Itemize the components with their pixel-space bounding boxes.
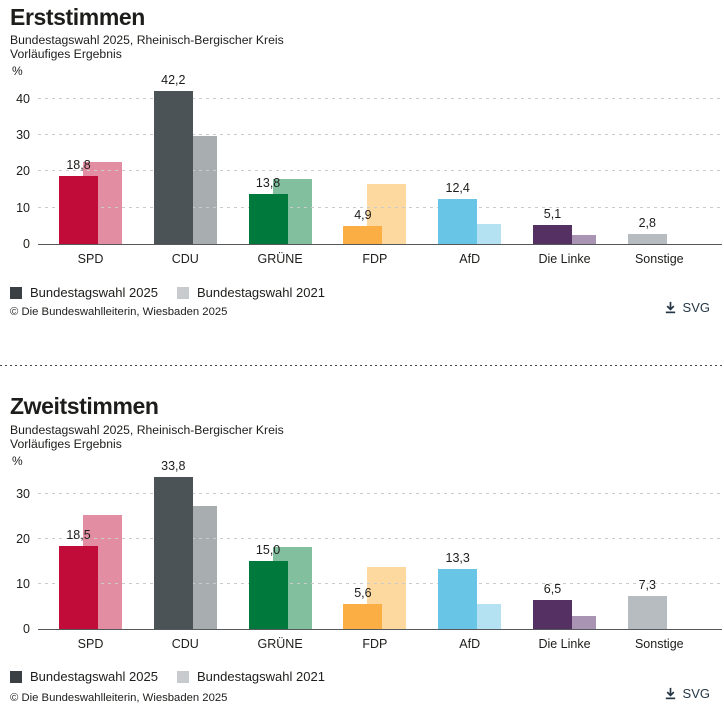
x-axis-label-grüne: GRÜNE [257,637,303,651]
x-axis-label-spd: SPD [77,252,104,266]
plot-area: 0 10 20 30 18,5 SPD 33,8 CDU 15,0 GRÜNE 5,6 FDP 13,3… [16,459,722,651]
bar-2025-grüne[interactable] [248,561,288,629]
bar-value-label: 13,3 [445,551,470,566]
gridline [38,133,722,135]
source-credit: © Die Bundeswahlleiterin, Wiesbaden 2025 [10,692,228,704]
legend-label-2025: Bundestagswahl 2025 [30,669,158,684]
bar-value-label: 4,9 [354,208,372,223]
legend-label-2021: Bundestagswahl 2021 [197,669,325,684]
legend-swatch-2021 [177,286,189,299]
y-tick-label: 0 [23,622,30,636]
x-axis-label-sonstige: Sonstige [634,637,684,651]
x-axis-label-afd: AfD [459,637,481,651]
legend-label-2025: Bundestagswahl 2025 [30,285,158,300]
bar-value-label: 6,5 [543,581,562,596]
chart-subtitle: Bundestagswahl 2025, Rheinisch-Bergische… [10,33,284,47]
y-tick-label: 10 [16,576,30,591]
chart-title: Erststimmen [10,4,145,30]
y-axis-unit-label: % [12,64,23,78]
bar-2025-die-linke[interactable] [533,599,572,629]
y-tick-label: 20 [16,164,30,179]
bar-value-label: 33,8 [161,458,186,473]
bar-value-label: 18,5 [66,527,91,542]
legend-swatch-2021 [177,670,189,683]
gridline [38,582,722,584]
bar-value-label: 2,8 [638,215,656,230]
y-tick-label: 30 [16,127,30,142]
gridline [38,170,722,172]
bar-value-label: 42,2 [161,72,186,87]
bar-2025-fdp[interactable] [343,226,383,244]
bar-2025-fdp[interactable] [343,603,383,629]
chart-status: Vorläufiges Ergebnis [10,47,122,61]
bar-value-label: 18,8 [66,157,91,172]
bar-value-label: 15,0 [255,543,281,558]
x-axis-label-afd: AfD [459,252,481,266]
bar-2025-sonstige[interactable] [627,233,667,244]
gridline [38,97,722,99]
bar-value-label: 5,1 [543,207,562,222]
chart-subtitle: Bundestagswahl 2025, Rheinisch-Bergische… [10,423,284,437]
x-axis-label-fdp: FDP [362,252,388,266]
y-tick-label: 20 [16,531,30,546]
bar-value-label: 5,6 [354,585,372,600]
bar-2021-die-linke[interactable] [557,234,596,244]
x-axis-label-cdu: CDU [171,637,199,651]
y-axis-unit-label: % [12,454,23,468]
bar-2025-sonstige[interactable] [627,596,667,629]
x-axis-label-die-linke: Die Linke [538,252,591,266]
bar-2025-cdu[interactable] [153,90,193,244]
x-axis-label-grüne: GRÜNE [257,252,303,266]
bar-value-label: 7,3 [638,578,656,593]
bar-2025-spd[interactable] [59,175,98,244]
y-tick-label: 10 [16,200,30,215]
bar-2025-grüne[interactable] [248,193,288,244]
chart-zweitstimmen: Zweitstimmen Bundestagswahl 2025, Rheini… [0,366,724,713]
download-label: SVG [682,300,710,315]
x-axis-label-cdu: CDU [171,252,199,266]
chart-title: Zweitstimmen [10,393,159,419]
bar-value-label: 13,8 [255,175,281,190]
legend: Bundestagswahl 2025 Bundestagswahl 2021 [10,669,325,684]
y-tick-label: 30 [16,486,30,501]
legend: Bundestagswahl 2025 Bundestagswahl 2021 [10,285,325,300]
gridline [38,206,722,208]
gridline [38,492,722,494]
y-tick-label: 40 [16,91,30,106]
legend-label-2021: Bundestagswahl 2021 [197,285,325,300]
download-svg-link[interactable]: SVG [663,300,710,315]
x-axis-label-fdp: FDP [362,637,388,651]
bar-2025-cdu[interactable] [153,476,193,629]
section-divider [0,365,724,366]
chart-erststimmen: Erststimmen Bundestagswahl 2025, Rheinis… [10,4,722,318]
y-tick-label: 0 [23,237,30,251]
legend-swatch-2025 [10,286,22,299]
x-axis-label-spd: SPD [77,637,104,651]
gridline [38,537,722,539]
download-label: SVG [682,686,710,701]
chart-status: Vorläufiges Ergebnis [10,437,122,451]
bar-2025-die-linke[interactable] [533,225,572,244]
x-axis-label-die-linke: Die Linke [538,637,591,651]
plot-area: 0 10 20 30 40 18,8 SPD 42,2 CDU 13,8 GRÜNE 4,9 FDP 12… [16,73,722,266]
download-icon [665,301,675,314]
legend-swatch-2025 [10,670,22,683]
download-svg-link[interactable]: SVG [663,686,710,701]
bar-value-label: 12,4 [445,180,470,195]
bar-2025-afd[interactable] [438,569,478,629]
bar-2025-spd[interactable] [59,545,98,629]
x-axis-label-sonstige: Sonstige [634,252,684,266]
download-icon [665,687,675,700]
source-credit: © Die Bundeswahlleiterin, Wiesbaden 2025 [10,306,228,318]
bar-2025-afd[interactable] [438,198,478,244]
